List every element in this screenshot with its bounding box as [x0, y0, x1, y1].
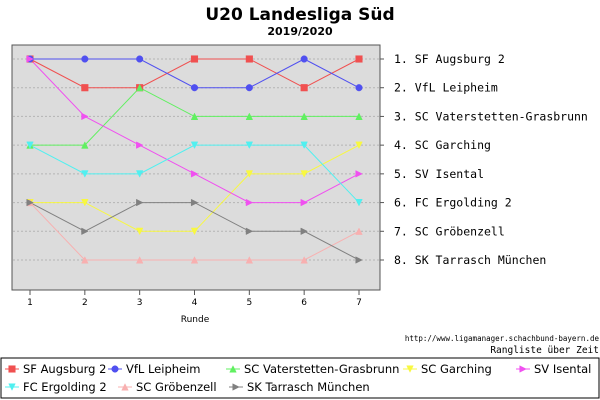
legend-label: SC Gröbenzell — [136, 380, 217, 394]
rank-label: 1. SF Augsburg 2 — [394, 52, 505, 66]
x-tick-label: 7 — [356, 298, 362, 308]
data-point — [190, 55, 199, 63]
legend-marker — [8, 365, 16, 373]
data-point — [81, 84, 89, 92]
data-point — [81, 55, 89, 63]
chart-note: Rangliste über Zeit — [490, 345, 599, 356]
data-point — [135, 256, 144, 264]
legend-marker — [229, 365, 237, 373]
legend-label: SC Garching — [421, 362, 492, 376]
data-point — [300, 55, 308, 63]
data-point — [190, 198, 199, 207]
rank-label: 6. FC Ergolding 2 — [394, 196, 512, 210]
data-point — [190, 256, 199, 264]
x-tick-label: 3 — [137, 298, 143, 308]
data-point — [81, 170, 89, 178]
rank-label: 3. SC Vaterstetten-Grasbrunn — [394, 109, 588, 123]
legend-marker — [8, 383, 16, 391]
data-point — [355, 84, 363, 92]
legend-label: SV Isental — [534, 362, 591, 376]
data-point — [245, 227, 254, 235]
legend-marker — [406, 365, 414, 373]
data-point — [355, 227, 363, 235]
plot-area — [11, 44, 381, 291]
legend-label: SC Vaterstetten-Grasbrunn — [244, 362, 399, 376]
data-point — [300, 198, 309, 207]
legend-label: FC Ergolding 2 — [23, 380, 107, 394]
legend-label: SF Augsburg 2 — [23, 362, 106, 376]
data-point — [190, 227, 199, 236]
data-point — [135, 83, 144, 92]
data-point — [245, 112, 254, 120]
x-tick-label: 6 — [301, 298, 307, 308]
chart-title: U20 Landesliga Süd — [205, 5, 394, 25]
data-point — [300, 256, 308, 264]
x-axis-label: Runde — [181, 315, 210, 325]
x-tick-label: 4 — [192, 298, 198, 308]
data-point — [136, 141, 144, 149]
data-point — [355, 170, 363, 178]
rank-label: 2. VfL Leipheim — [394, 81, 498, 95]
data-point — [81, 112, 89, 121]
data-point — [136, 55, 144, 63]
legend-label: SK Tarrasch München — [247, 380, 370, 394]
rank-label: 5. SV Isental — [394, 167, 484, 181]
series-markers — [26, 55, 363, 264]
data-point — [300, 112, 308, 120]
data-point — [26, 55, 34, 63]
data-point — [355, 55, 363, 63]
data-point — [355, 141, 363, 150]
data-point — [190, 141, 199, 150]
data-point — [81, 256, 89, 264]
rank-label: 7. SC Gröbenzell — [394, 224, 505, 238]
x-axis: 1 2 3 4 5 6 7 — [27, 290, 362, 308]
chart-subtitle: 2019/2020 — [267, 25, 333, 38]
data-point — [300, 170, 308, 178]
data-point — [26, 141, 34, 150]
legend-items: SF Augsburg 2 VfL Leipheim SC Vaterstetten… — [5, 362, 591, 394]
data-point — [245, 170, 254, 178]
legend-marker — [121, 383, 129, 391]
data-point — [245, 55, 253, 63]
data-point — [190, 170, 199, 178]
data-point — [300, 227, 309, 235]
legend-marker — [232, 383, 240, 391]
data-point — [135, 227, 144, 236]
x-tick-label: 2 — [82, 298, 88, 308]
x-tick-label: 5 — [246, 298, 252, 308]
data-point — [355, 256, 363, 264]
data-point — [135, 170, 144, 178]
data-point — [245, 256, 254, 264]
data-point — [245, 84, 253, 92]
data-point — [81, 141, 89, 149]
data-point — [136, 198, 144, 207]
data-point — [190, 84, 199, 92]
legend-label: VfL Leipheim — [126, 362, 201, 376]
data-point — [26, 198, 34, 207]
data-point — [300, 141, 308, 150]
x-tick-label: 1 — [27, 298, 33, 308]
legend — [0, 357, 600, 399]
legend-marker — [111, 365, 119, 373]
data-point — [81, 227, 89, 235]
rank-label: 8. SK Tarrasch München — [394, 253, 546, 267]
rank-labels: 1. SF Augsburg 2 2. VfL Leipheim 3. SC Vat… — [394, 52, 588, 267]
data-point — [190, 112, 199, 120]
data-point — [355, 199, 363, 207]
rank-label: 4. SC Garching — [394, 138, 491, 152]
source-url: http://www.ligamanager.schachbund-bayern… — [405, 334, 600, 343]
data-point — [300, 84, 308, 92]
legend-marker — [519, 365, 527, 373]
data-point — [245, 198, 254, 207]
data-point — [245, 141, 254, 150]
data-point — [81, 199, 89, 207]
data-point — [355, 112, 363, 120]
